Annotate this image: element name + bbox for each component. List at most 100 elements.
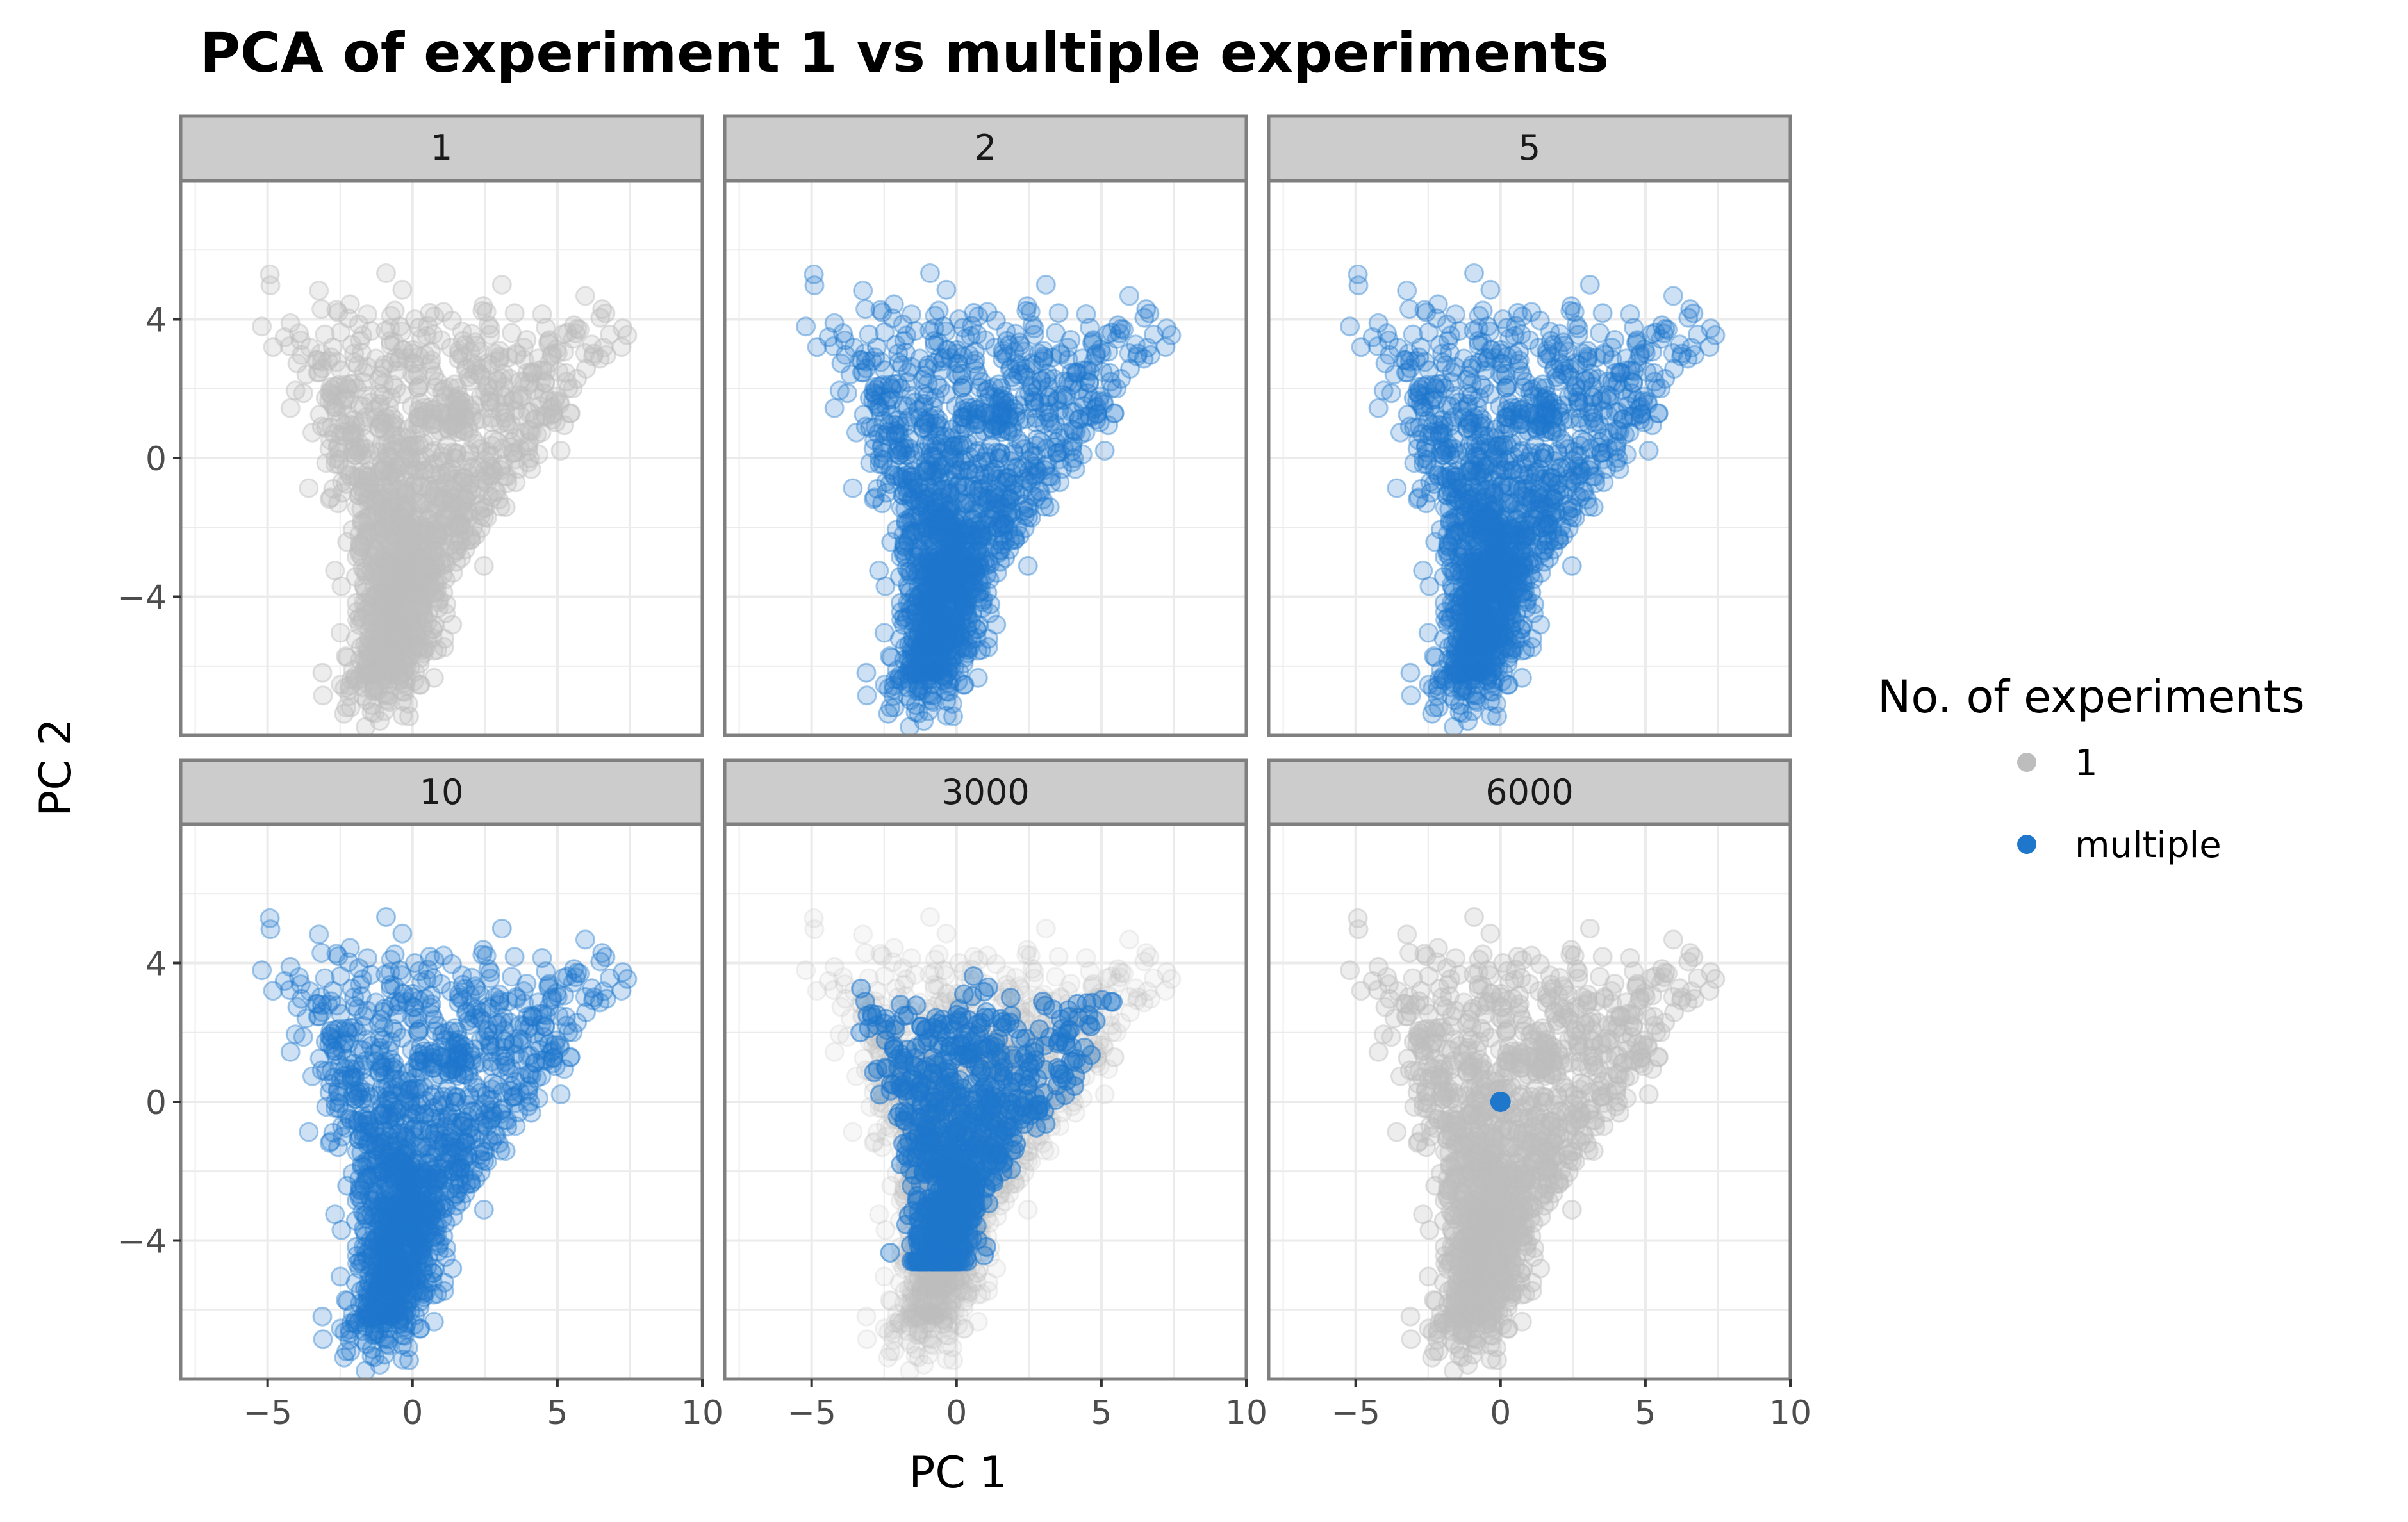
data-point bbox=[497, 466, 518, 487]
data-point bbox=[502, 323, 522, 343]
data-point bbox=[927, 453, 947, 473]
data-point bbox=[366, 666, 386, 686]
data-point bbox=[336, 646, 356, 666]
data-point bbox=[985, 416, 1006, 436]
data-point bbox=[909, 644, 929, 664]
data-point bbox=[1606, 375, 1627, 395]
data-point bbox=[1075, 422, 1096, 443]
data-point bbox=[863, 382, 884, 402]
data-point bbox=[414, 573, 434, 593]
data-point bbox=[919, 598, 939, 618]
data-point bbox=[428, 598, 449, 618]
data-point bbox=[887, 423, 908, 443]
data-point bbox=[968, 486, 989, 506]
data-point bbox=[910, 348, 930, 369]
data-point bbox=[390, 641, 410, 660]
data-point bbox=[852, 350, 872, 370]
data-point bbox=[397, 584, 418, 604]
data-point bbox=[352, 558, 373, 578]
data-point bbox=[937, 620, 958, 641]
data-point bbox=[962, 525, 982, 546]
data-point bbox=[387, 361, 407, 381]
data-point bbox=[932, 576, 952, 596]
data-point bbox=[896, 513, 916, 534]
data-point bbox=[466, 361, 486, 381]
data-point bbox=[473, 296, 493, 316]
data-point bbox=[426, 558, 447, 578]
data-point bbox=[374, 683, 394, 703]
data-point bbox=[926, 623, 946, 643]
data-point bbox=[969, 552, 989, 573]
data-point bbox=[914, 632, 935, 653]
data-point bbox=[408, 407, 429, 427]
data-point bbox=[381, 644, 402, 664]
data-point bbox=[1046, 323, 1066, 343]
data-point bbox=[340, 373, 361, 394]
data-point bbox=[413, 524, 434, 544]
data-point bbox=[899, 672, 919, 692]
data-point bbox=[413, 618, 433, 638]
data-point bbox=[469, 479, 490, 499]
data-point bbox=[441, 487, 461, 508]
data-point bbox=[409, 675, 430, 695]
data-point bbox=[394, 482, 415, 503]
data-point bbox=[939, 573, 959, 593]
data-point bbox=[1511, 404, 1531, 424]
data-point bbox=[597, 345, 616, 365]
data-point bbox=[954, 675, 975, 695]
data-point bbox=[936, 571, 956, 591]
data-point bbox=[903, 630, 924, 651]
data-point bbox=[984, 484, 1004, 505]
data-point bbox=[1446, 304, 1465, 325]
data-point bbox=[968, 553, 988, 574]
data-point bbox=[936, 705, 957, 726]
data-point bbox=[372, 621, 392, 642]
data-point bbox=[926, 416, 946, 437]
data-point bbox=[919, 598, 939, 618]
data-point bbox=[929, 608, 950, 628]
data-point bbox=[1045, 414, 1066, 435]
data-point bbox=[914, 483, 934, 503]
data-point bbox=[329, 443, 350, 463]
data-point bbox=[382, 475, 402, 496]
data-point bbox=[1592, 303, 1613, 323]
data-point bbox=[926, 475, 946, 496]
data-point bbox=[928, 599, 948, 619]
data-point bbox=[905, 546, 925, 567]
data-point bbox=[934, 546, 954, 567]
data-point bbox=[1026, 413, 1046, 433]
data-point bbox=[486, 393, 506, 413]
data-point bbox=[395, 535, 415, 555]
data-point bbox=[369, 397, 390, 417]
data-point bbox=[388, 627, 409, 648]
data-point bbox=[928, 616, 949, 636]
data-point bbox=[866, 386, 886, 406]
data-point bbox=[439, 462, 459, 482]
data-point bbox=[855, 416, 876, 437]
data-point bbox=[1019, 461, 1039, 481]
data-point bbox=[429, 525, 450, 545]
data-point bbox=[959, 461, 979, 481]
data-point bbox=[956, 532, 977, 552]
data-point bbox=[421, 516, 441, 537]
data-point bbox=[445, 389, 465, 410]
data-point bbox=[365, 644, 385, 664]
data-point bbox=[940, 484, 961, 504]
data-point bbox=[395, 529, 415, 550]
facet-strip-label: 10 bbox=[420, 772, 464, 812]
data-point bbox=[988, 543, 1009, 564]
data-point bbox=[378, 447, 399, 467]
data-point bbox=[383, 602, 403, 623]
data-point bbox=[941, 445, 961, 465]
data-point bbox=[1039, 395, 1059, 415]
data-point bbox=[914, 641, 934, 662]
data-point bbox=[311, 416, 332, 437]
data-point bbox=[904, 613, 925, 634]
data-point bbox=[377, 562, 397, 582]
data-point bbox=[923, 491, 943, 511]
data-point bbox=[1436, 355, 1456, 375]
data-point bbox=[952, 554, 973, 575]
data-point bbox=[936, 384, 956, 404]
data-point bbox=[388, 579, 408, 600]
data-point bbox=[423, 556, 443, 577]
